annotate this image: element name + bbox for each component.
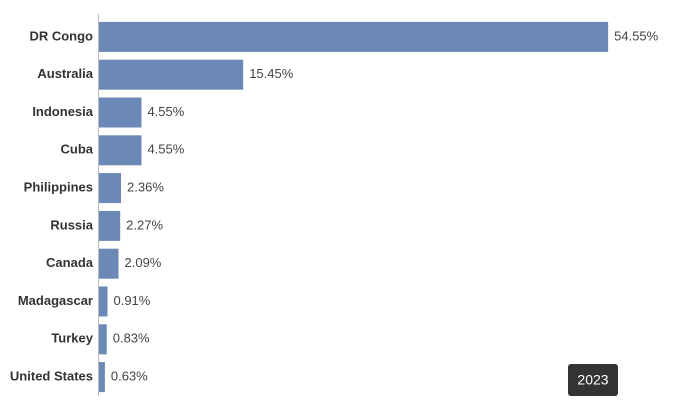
value-label: 4.55% bbox=[147, 142, 184, 157]
y-tick-label: Indonesia bbox=[32, 104, 93, 119]
bar bbox=[99, 248, 119, 279]
value-label: 0.91% bbox=[113, 293, 150, 308]
y-tick-label: United States bbox=[10, 369, 93, 384]
value-label: 54.55% bbox=[614, 28, 659, 43]
bar bbox=[99, 173, 122, 204]
bar bbox=[99, 135, 142, 166]
value-label: 0.63% bbox=[111, 369, 148, 384]
bar bbox=[99, 324, 107, 355]
value-label: 0.83% bbox=[113, 331, 150, 346]
value-label: 2.09% bbox=[125, 255, 162, 270]
y-tick-label: Russia bbox=[50, 217, 93, 232]
value-label: 4.55% bbox=[147, 104, 184, 119]
bar bbox=[99, 21, 609, 52]
y-tick-label: Canada bbox=[46, 255, 94, 270]
bar bbox=[99, 59, 244, 90]
bar bbox=[99, 97, 142, 128]
bar bbox=[99, 210, 121, 241]
value-label: 2.36% bbox=[127, 180, 164, 195]
bar bbox=[99, 362, 105, 393]
year-label: 2023 bbox=[577, 372, 608, 388]
year-badge bbox=[568, 364, 618, 396]
value-label: 15.45% bbox=[249, 66, 294, 81]
y-tick-label: Cuba bbox=[61, 142, 94, 157]
value-label: 2.27% bbox=[126, 217, 163, 232]
y-tick-label: Australia bbox=[37, 66, 93, 81]
y-tick-label: Turkey bbox=[51, 331, 93, 346]
y-tick-label: Madagascar bbox=[18, 293, 93, 308]
y-tick-label: Philippines bbox=[24, 180, 93, 195]
bar bbox=[99, 286, 108, 317]
y-tick-label: DR Congo bbox=[29, 28, 93, 43]
